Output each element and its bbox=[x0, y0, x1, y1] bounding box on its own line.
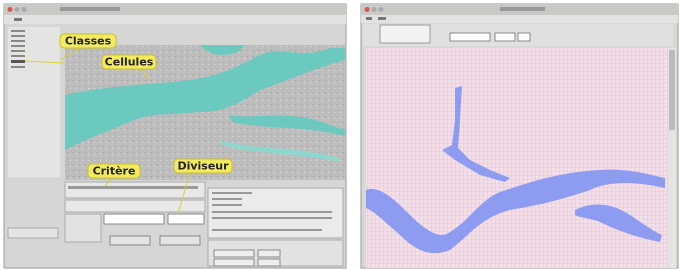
class-item[interactable] bbox=[11, 50, 25, 52]
spin-input[interactable] bbox=[495, 33, 515, 41]
maximize-button[interactable] bbox=[379, 7, 384, 12]
callout-label: Cellules bbox=[105, 56, 154, 69]
maximize-button[interactable] bbox=[22, 7, 27, 12]
apply-button[interactable] bbox=[110, 236, 150, 245]
menu-bar bbox=[4, 15, 346, 24]
class-item[interactable] bbox=[11, 55, 25, 57]
criterion-input[interactable] bbox=[104, 214, 164, 224]
cell-index-row bbox=[65, 182, 205, 198]
class-item[interactable] bbox=[11, 45, 25, 47]
spin-input[interactable] bbox=[518, 33, 530, 41]
display-option[interactable] bbox=[214, 250, 254, 257]
info-line bbox=[212, 192, 252, 194]
scrollbar-thumb[interactable] bbox=[669, 50, 675, 130]
step-input[interactable] bbox=[450, 33, 490, 41]
info-line bbox=[212, 217, 332, 219]
menu-item[interactable] bbox=[14, 18, 22, 21]
cell-index-text bbox=[68, 186, 198, 189]
callout-label: Critère bbox=[93, 165, 136, 178]
info-line bbox=[212, 204, 242, 206]
callout-label: Diviseur bbox=[177, 160, 229, 173]
class-item[interactable] bbox=[11, 40, 25, 42]
menu-item[interactable] bbox=[366, 17, 372, 20]
window-title bbox=[60, 7, 120, 11]
left-title-bar bbox=[4, 4, 346, 15]
display-option[interactable] bbox=[214, 259, 254, 266]
clear-button[interactable] bbox=[160, 236, 200, 245]
divisor-input[interactable] bbox=[168, 214, 204, 224]
display-option[interactable] bbox=[258, 250, 280, 257]
class-item[interactable] bbox=[11, 66, 25, 68]
menu-bar bbox=[361, 15, 678, 23]
screenshot: Classes Cellules Critère Diviseur bbox=[0, 0, 680, 270]
class-item[interactable] bbox=[11, 30, 25, 32]
class-list bbox=[8, 27, 60, 177]
menu-item[interactable] bbox=[378, 17, 386, 20]
status-field bbox=[65, 200, 205, 212]
info-line bbox=[212, 229, 322, 231]
info-line bbox=[212, 198, 242, 200]
class-item[interactable] bbox=[11, 35, 25, 37]
criterion-options[interactable] bbox=[65, 214, 101, 242]
callout-label: Classes bbox=[65, 35, 112, 48]
display-option[interactable] bbox=[258, 259, 280, 266]
window-title bbox=[500, 7, 545, 11]
close-button[interactable] bbox=[8, 7, 13, 12]
step-options[interactable] bbox=[380, 25, 430, 43]
size-field[interactable] bbox=[8, 228, 58, 238]
class-item-selected[interactable] bbox=[11, 60, 25, 63]
info-line bbox=[212, 211, 332, 213]
minimize-button[interactable] bbox=[372, 7, 377, 12]
close-button[interactable] bbox=[365, 7, 370, 12]
minimize-button[interactable] bbox=[15, 7, 20, 12]
